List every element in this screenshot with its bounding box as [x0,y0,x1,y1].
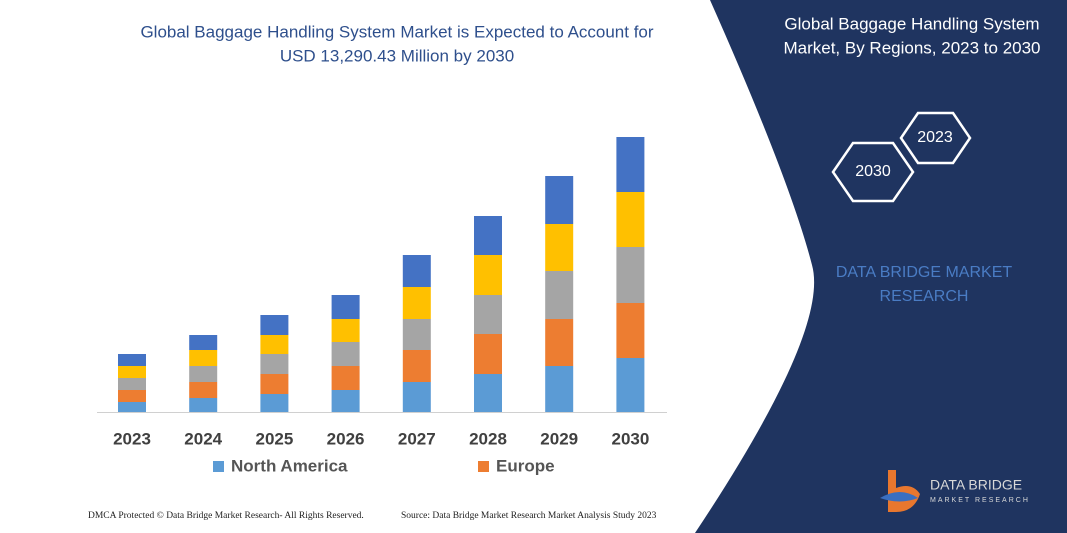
x-tick-label: 2028 [469,429,507,448]
bar-segment [331,390,360,412]
bar-segment [118,402,146,412]
bar-segment [616,247,645,303]
x-tick-label: 2029 [540,429,578,448]
logo-icon [880,492,918,502]
bar-segment [402,350,431,382]
brand-text: DATA BRIDGE MARKET [836,264,1013,281]
panel-title: Market, By Regions, 2023 to 2030 [783,38,1040,57]
bar-segment [260,335,289,354]
chart-subtitle: USD 13,290.43 Million by 2030 [280,46,514,65]
bar-segment [260,315,289,335]
bar-segment [402,287,431,319]
bar-segment [189,350,218,366]
hexagon [831,141,915,203]
bar-segment [189,366,218,382]
x-tick-label: 2025 [255,429,293,448]
bar-segment [474,334,502,374]
footer-text: Source: Data Bridge Market Research Mark… [401,511,657,521]
bar-segment [616,192,645,247]
bar-segment [402,319,431,350]
bar-segment [545,271,574,319]
legend-label: North America [231,456,348,475]
logo-icon [888,470,920,512]
bar-segment [331,319,360,342]
chart-title: Global Baggage Handling System Market is… [140,22,653,41]
bar-segment [118,378,146,390]
x-tick-label: 2026 [327,429,365,448]
x-tick-label: 2030 [611,429,649,448]
bar-segment [118,390,146,402]
legend-swatch [213,461,224,472]
bar-segment [616,303,645,358]
legend-swatch [478,461,489,472]
bar-segment [260,374,289,394]
bar-segment [474,374,502,412]
bar-segment [616,358,645,412]
bar-segment [616,137,645,192]
bar-segment [545,319,574,366]
hex-label: 2023 [917,129,953,146]
bar-segment [331,342,360,366]
bar-segment [331,295,360,319]
bar-segment [545,224,574,271]
bar-segment [189,398,218,412]
panel-title: Global Baggage Handling System [784,14,1039,33]
legend-label: Europe [496,456,555,475]
x-tick-label: 2024 [184,429,222,448]
bar-segment [402,382,431,412]
bar-segment [260,354,289,374]
bar-segment [402,255,431,287]
bar-segment [545,366,574,412]
bar-segment [545,176,574,224]
x-tick-label: 2027 [398,429,436,448]
bar-segment [474,216,502,255]
bar-segment [260,394,289,412]
hexagon [899,111,972,165]
bar-segment [474,295,502,334]
bar-segment [118,354,146,366]
logo-text: DATA BRIDGE [930,477,1022,493]
hex-label: 2030 [855,163,891,180]
x-tick-label: 2023 [113,429,151,448]
bar-segment [118,366,146,378]
logo-text: MARKET RESEARCH [930,497,1030,504]
footer-text: DMCA Protected © Data Bridge Market Rese… [88,510,364,521]
brand-text: RESEARCH [880,288,969,305]
bar-segment [189,335,218,350]
side-panel [695,0,1067,533]
bar-segment [331,366,360,390]
bar-segment [474,255,502,295]
bar-segment [189,382,218,398]
